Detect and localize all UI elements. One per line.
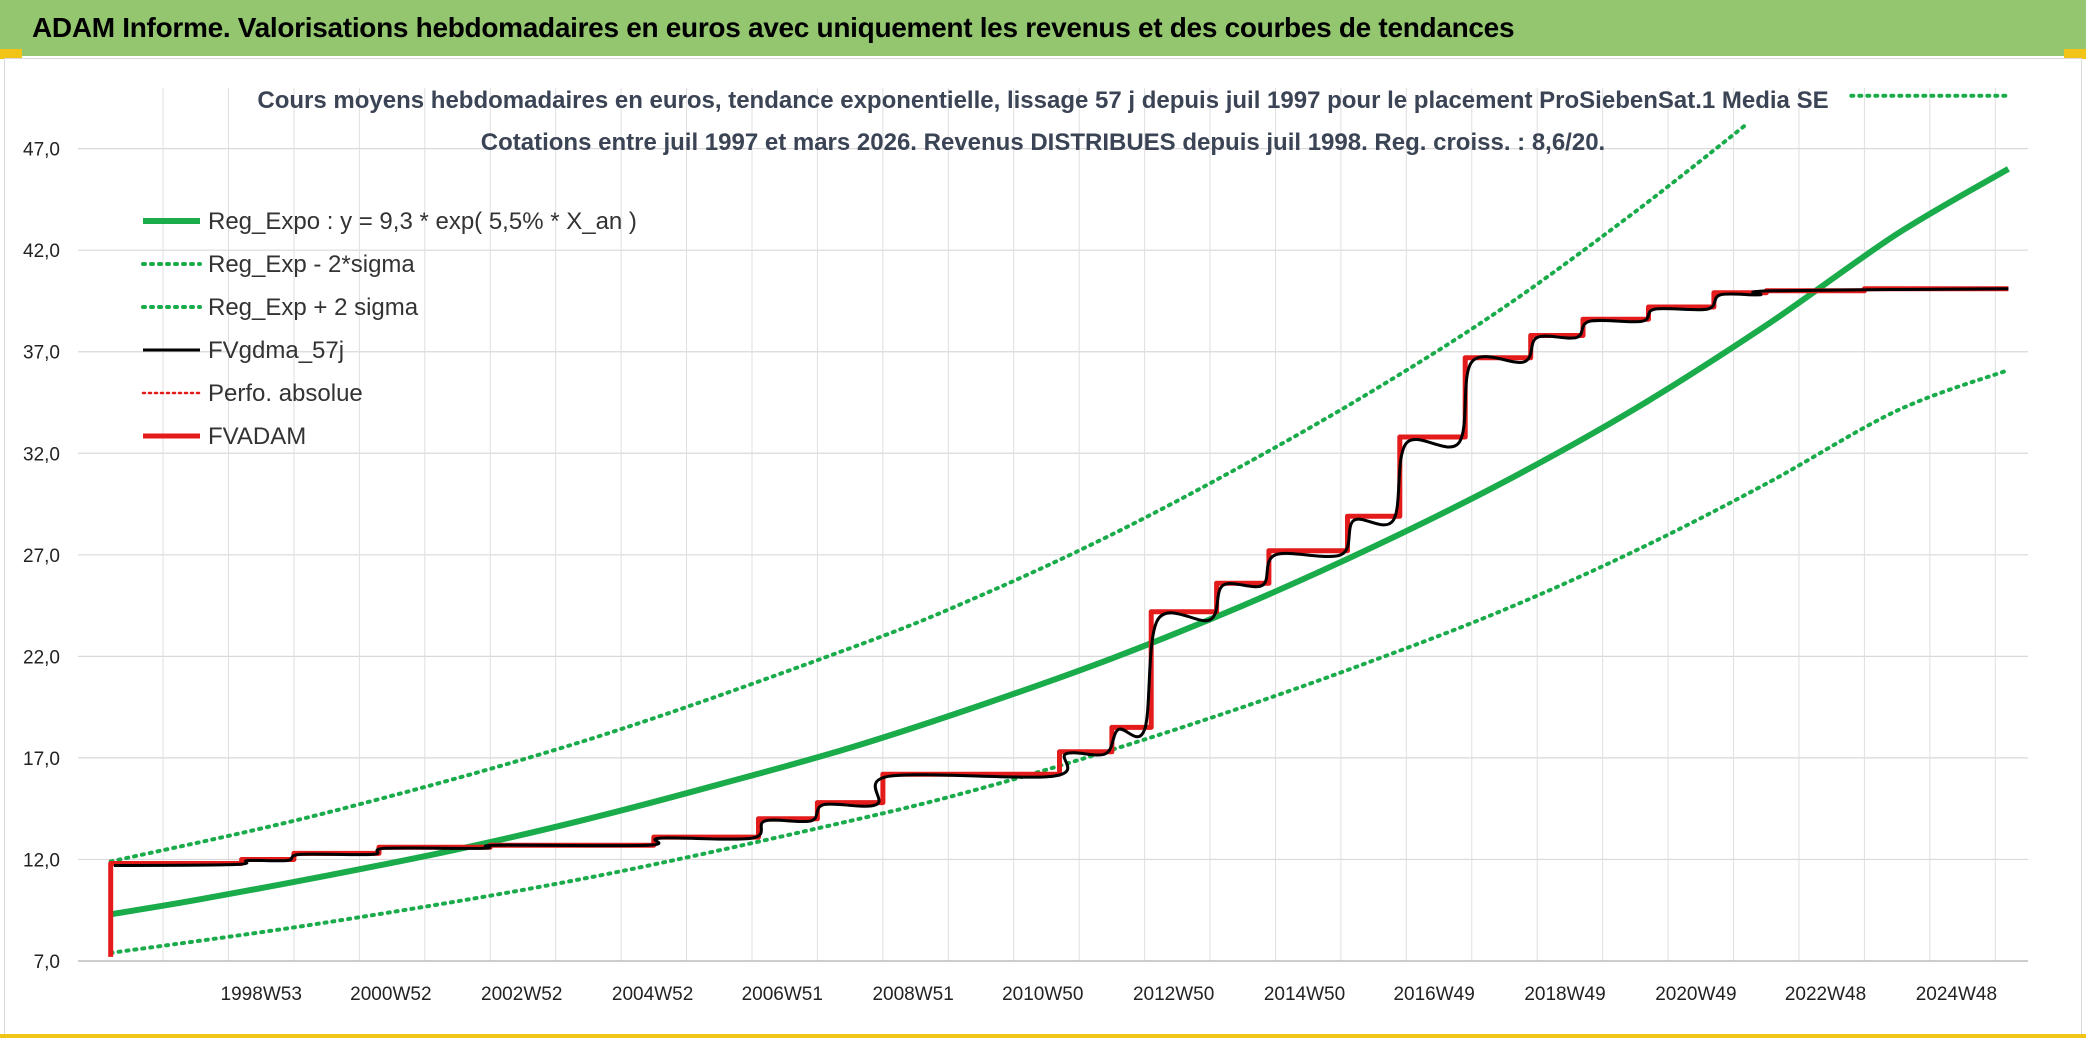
y-tick-label: 37,0 — [23, 343, 60, 364]
x-tick-label: 2004W52 — [612, 984, 693, 1005]
x-tick-label: 2016W49 — [1393, 984, 1474, 1005]
corner-accent-right — [2064, 49, 2086, 59]
series-fvadam — [108, 286, 2009, 957]
chart-series — [108, 93, 2011, 957]
legend-label: FVgdma_57j — [208, 337, 344, 364]
y-tick-label: 42,0 — [23, 241, 60, 262]
legend-label: FVADAM — [208, 423, 306, 450]
x-tick-label: 2024W48 — [1916, 984, 1997, 1005]
x-tick-label: 2020W49 — [1655, 984, 1736, 1005]
series-reg-exp-minus-2sigma — [108, 368, 2011, 955]
legend-label: Perfo. absolue — [208, 380, 363, 407]
y-tick-label: 22,0 — [23, 647, 60, 668]
report-title: ADAM Informe. Valorisations hebdomadaire… — [32, 12, 1515, 43]
series-reg-exp-plus-2sigma — [108, 93, 2011, 864]
x-tick-label: 2022W48 — [1785, 984, 1866, 1005]
y-tick-label: 12,0 — [23, 850, 60, 871]
y-tick-label: 32,0 — [23, 444, 60, 465]
y-tick-label: 47,0 — [23, 140, 60, 161]
x-tick-label: 2006W51 — [742, 984, 823, 1005]
series-fvgdma-57j — [113, 287, 2009, 867]
chart-legend: Reg_Expo : y = 9,3 * exp( 5,5% * X_an ) R… — [141, 208, 637, 450]
y-tick-label: 7,0 — [34, 952, 60, 973]
legend-label: Reg_Exp - 2*sigma — [208, 251, 415, 278]
x-tick-label: 2018W49 — [1524, 984, 1605, 1005]
x-tick-label: 2010W50 — [1002, 984, 1083, 1005]
y-tick-label: 27,0 — [23, 546, 60, 567]
x-tick-label: 2002W52 — [481, 984, 562, 1005]
x-tick-label: 1998W53 — [221, 984, 302, 1005]
chart-title: Cours moyens hebdomadaires en euros, ten… — [257, 87, 1828, 114]
bottom-accent-strip — [0, 1034, 2086, 1038]
series-reg-expo — [110, 166, 2010, 918]
x-tick-label: 2014W50 — [1264, 984, 1345, 1005]
chart-axes: 7,0 12,0 17,0 22,0 27,0 32,0 37,0 42,0 47,0 1998W… — [23, 140, 2028, 1005]
report-header: ADAM Informe. Valorisations hebdomadaire… — [0, 0, 2086, 56]
legend-label: Reg_Expo : y = 9,3 * exp( 5,5% * X_an ) — [208, 208, 637, 235]
legend-label: Reg_Exp + 2 sigma — [208, 294, 419, 321]
chart-subtitle: Cotations entre juil 1997 et mars 2026. … — [481, 129, 1605, 156]
x-tick-label: 2000W52 — [350, 984, 431, 1005]
x-tick-label: 2008W51 — [872, 984, 953, 1005]
y-tick-label: 17,0 — [23, 749, 60, 770]
corner-accent-left — [0, 49, 22, 59]
x-tick-label: 2012W50 — [1133, 984, 1214, 1005]
